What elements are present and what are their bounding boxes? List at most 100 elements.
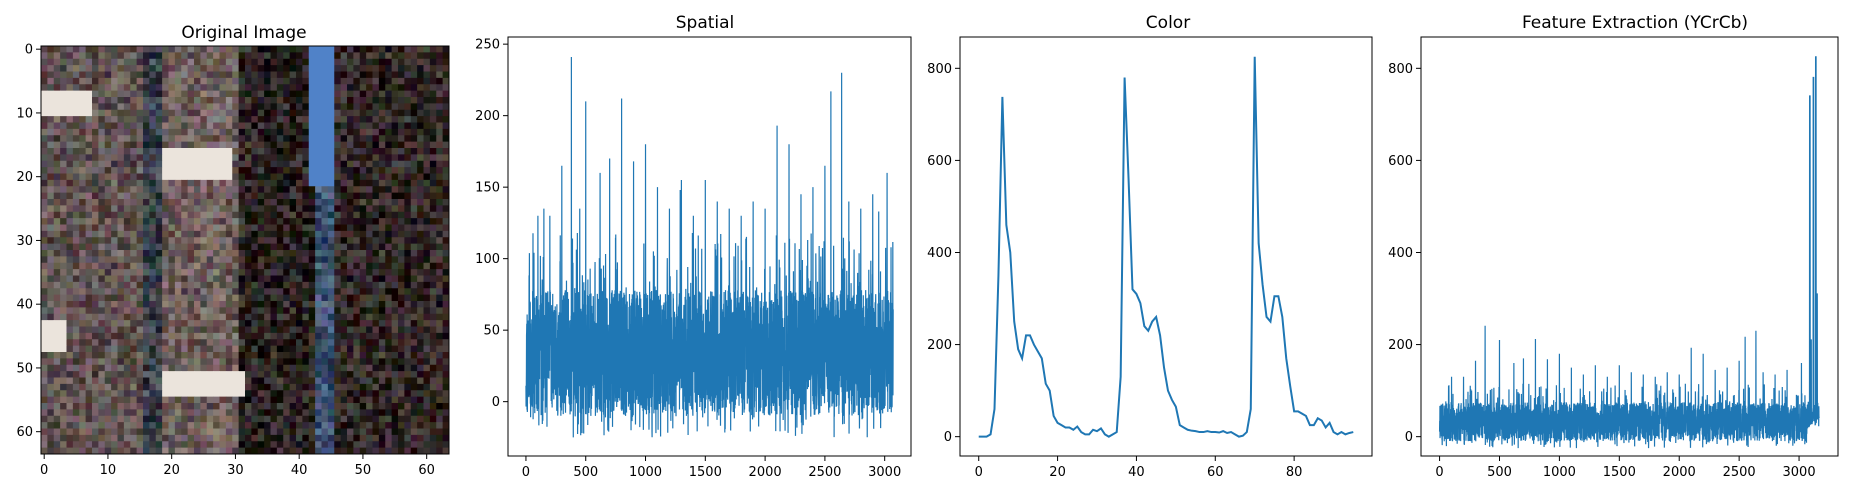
- image-pixel: [187, 135, 195, 143]
- image-pixel: [321, 415, 329, 423]
- image-pixel: [410, 230, 418, 238]
- image-pixel: [136, 128, 144, 136]
- image-pixel: [111, 218, 118, 225]
- image-pixel: [123, 116, 131, 123]
- y-tick-label: 10: [16, 106, 33, 121]
- image-pixel: [276, 447, 284, 455]
- image-pixel: [423, 262, 431, 270]
- image-pixel: [283, 65, 291, 72]
- image-pixel: [72, 135, 80, 143]
- image-pixel: [92, 243, 99, 251]
- image-pixel: [289, 173, 297, 181]
- image-pixel: [315, 352, 322, 359]
- image-pixel: [327, 52, 335, 60]
- image-pixel: [302, 447, 310, 455]
- image-pixel: [429, 275, 437, 283]
- image-pixel: [219, 390, 227, 398]
- image-pixel: [366, 103, 373, 111]
- image-pixel: [334, 148, 342, 155]
- image-pixel: [123, 326, 131, 334]
- image-pixel: [206, 339, 214, 347]
- image-pixel: [340, 441, 348, 449]
- image-pixel: [60, 173, 67, 181]
- image-pixel: [378, 396, 386, 404]
- image-pixel: [111, 288, 118, 296]
- image-pixel: [276, 377, 284, 385]
- image-pixel: [289, 422, 297, 429]
- image-pixel: [378, 403, 386, 410]
- image-pixel: [296, 71, 303, 79]
- image-pixel: [398, 46, 405, 53]
- image-pixel: [442, 122, 450, 130]
- image-pixel: [111, 199, 118, 206]
- image-pixel: [378, 77, 386, 85]
- image-pixel: [372, 205, 380, 213]
- image-pixel: [92, 192, 99, 200]
- image-pixel: [264, 141, 271, 149]
- image-pixel: [276, 409, 284, 417]
- image-pixel: [442, 352, 450, 359]
- image-pixel: [378, 422, 386, 429]
- image-pixel: [168, 415, 176, 423]
- image-pixel: [123, 58, 131, 66]
- image-pixel: [53, 364, 61, 372]
- image-pixel: [327, 122, 335, 130]
- image-pixel: [283, 179, 291, 187]
- image-pixel: [417, 243, 424, 251]
- image-pixel: [98, 230, 106, 238]
- image-pixel: [270, 218, 278, 225]
- image-pixel: [41, 320, 48, 327]
- image-pixel: [257, 332, 265, 340]
- image-pixel: [130, 275, 138, 283]
- image-pixel: [194, 148, 201, 155]
- image-pixel: [130, 352, 138, 359]
- image-pixel: [200, 307, 208, 315]
- image-pixel: [372, 211, 380, 219]
- image-pixel: [155, 71, 163, 79]
- image-pixel: [123, 167, 131, 174]
- image-pixel: [327, 320, 335, 327]
- image-pixel: [143, 173, 150, 181]
- image-pixel: [66, 218, 74, 225]
- image-pixel: [327, 160, 335, 168]
- image-pixel: [378, 352, 386, 359]
- image-pixel: [327, 237, 335, 245]
- image-pixel: [429, 84, 437, 92]
- image-pixel: [334, 288, 342, 296]
- image-pixel: [187, 294, 195, 302]
- image-pixel: [347, 339, 354, 347]
- image-pixel: [429, 205, 437, 213]
- image-pixel: [168, 224, 176, 232]
- image-pixel: [174, 52, 182, 60]
- image-pixel: [219, 135, 227, 143]
- image-pixel: [315, 403, 322, 410]
- image-pixel: [219, 281, 227, 289]
- image-pixel: [225, 90, 233, 98]
- image-pixel: [104, 428, 112, 436]
- image-pixel: [53, 313, 61, 321]
- image-pixel: [385, 77, 393, 85]
- image-pixel: [130, 415, 138, 423]
- image-pixel: [92, 256, 99, 264]
- image-pixel: [162, 428, 169, 436]
- image-pixel: [85, 441, 93, 449]
- image-pixel: [410, 211, 418, 219]
- image-pixel: [66, 441, 74, 449]
- image-pixel: [85, 97, 93, 104]
- image-pixel: [327, 358, 335, 366]
- image-pixel: [347, 307, 354, 315]
- image-pixel: [436, 154, 444, 162]
- image-pixel: [410, 224, 418, 232]
- image-pixel: [264, 148, 271, 155]
- image-pixel: [404, 237, 412, 245]
- image-pixel: [340, 262, 348, 270]
- image-pixel: [219, 173, 227, 181]
- image-pixel: [155, 428, 163, 436]
- image-pixel: [378, 186, 386, 194]
- image-pixel: [47, 103, 55, 111]
- image-pixel: [327, 211, 335, 219]
- image-pixel: [60, 281, 67, 289]
- image-pixel: [404, 371, 412, 378]
- image-pixel: [66, 65, 74, 72]
- image-pixel: [302, 275, 310, 283]
